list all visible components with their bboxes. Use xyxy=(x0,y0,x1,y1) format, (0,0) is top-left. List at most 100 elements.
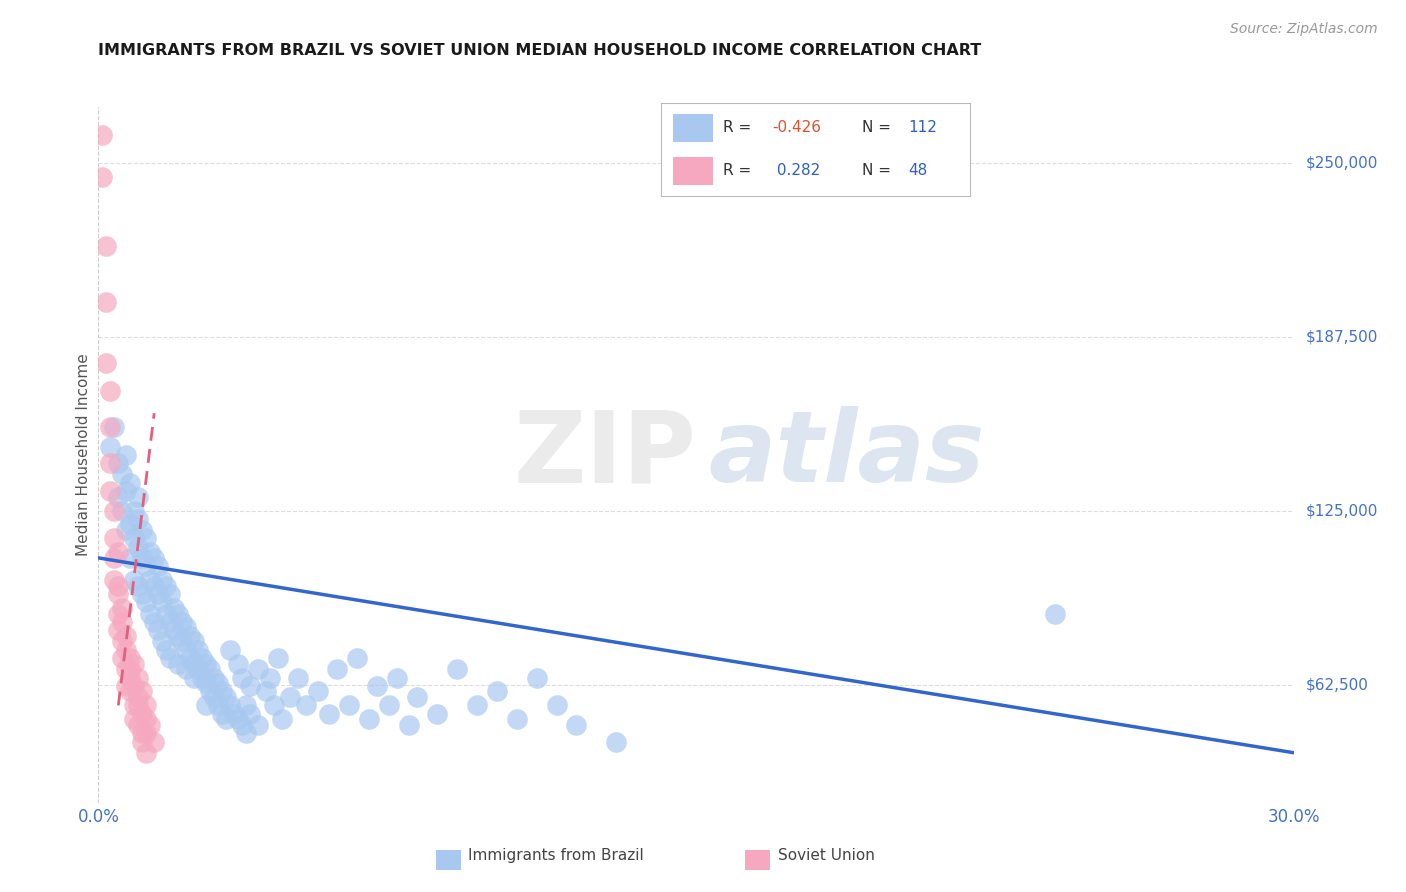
Point xyxy=(159,651,181,665)
Point xyxy=(183,671,205,685)
Point xyxy=(148,559,170,574)
Point xyxy=(127,579,149,593)
Point xyxy=(198,662,221,676)
Text: 48: 48 xyxy=(908,163,928,178)
Point xyxy=(91,169,114,184)
Point xyxy=(131,550,153,565)
Point xyxy=(150,634,173,648)
Point xyxy=(194,698,218,713)
Text: Source: ZipAtlas.com: Source: ZipAtlas.com xyxy=(1230,22,1378,37)
Point xyxy=(98,456,122,470)
Point xyxy=(120,550,142,565)
Point xyxy=(267,651,290,665)
Point xyxy=(1043,607,1066,621)
Point xyxy=(127,690,149,704)
Point xyxy=(385,671,409,685)
Point xyxy=(215,690,238,704)
Point xyxy=(183,634,205,648)
Point xyxy=(318,706,340,721)
Point xyxy=(96,294,118,309)
Text: IMMIGRANTS FROM BRAZIL VS SOVIET UNION MEDIAN HOUSEHOLD INCOME CORRELATION CHART: IMMIGRANTS FROM BRAZIL VS SOVIET UNION M… xyxy=(98,43,981,58)
Point xyxy=(159,587,181,601)
Point xyxy=(127,671,149,685)
Point xyxy=(115,679,138,693)
Point xyxy=(526,671,548,685)
Point xyxy=(127,718,149,732)
Point xyxy=(98,420,122,434)
Point xyxy=(135,698,157,713)
Point xyxy=(202,690,225,704)
Point xyxy=(120,671,142,685)
Point xyxy=(339,698,360,713)
Point xyxy=(115,642,138,657)
Point xyxy=(115,629,138,643)
Point xyxy=(120,475,142,490)
Point xyxy=(446,662,468,676)
Point xyxy=(211,684,233,698)
Point xyxy=(307,684,329,698)
Point xyxy=(174,642,197,657)
Point xyxy=(191,671,214,685)
Point xyxy=(174,620,197,634)
Point xyxy=(270,712,292,726)
Point xyxy=(143,734,166,748)
Point xyxy=(235,698,257,713)
Text: $187,500: $187,500 xyxy=(1305,329,1378,344)
Point xyxy=(127,698,149,713)
Point xyxy=(131,726,153,740)
Point xyxy=(96,356,118,370)
Point xyxy=(231,718,253,732)
Point xyxy=(143,615,166,629)
Text: Immigrants from Brazil: Immigrants from Brazil xyxy=(468,848,644,863)
Point xyxy=(111,503,134,517)
Point xyxy=(207,676,229,690)
Point xyxy=(207,698,229,713)
Text: atlas: atlas xyxy=(709,407,984,503)
Point xyxy=(174,662,197,676)
Point xyxy=(187,662,209,676)
Point xyxy=(107,490,129,504)
Text: 112: 112 xyxy=(908,120,938,136)
Point xyxy=(111,651,134,665)
Point xyxy=(107,456,129,470)
Point xyxy=(172,615,194,629)
Point xyxy=(159,615,181,629)
Point xyxy=(378,698,401,713)
Point xyxy=(465,698,488,713)
Point xyxy=(131,706,153,721)
Point xyxy=(287,671,309,685)
Point xyxy=(107,587,129,601)
Point xyxy=(135,746,157,760)
Point xyxy=(115,662,138,676)
Point xyxy=(222,706,245,721)
Point xyxy=(103,503,125,517)
Point xyxy=(103,532,125,546)
Point xyxy=(167,657,190,671)
Point xyxy=(120,684,142,698)
Point xyxy=(124,657,146,671)
Point xyxy=(163,601,186,615)
Point xyxy=(111,467,134,482)
Point xyxy=(135,559,157,574)
Point xyxy=(187,642,209,657)
Point xyxy=(346,651,368,665)
Point xyxy=(143,579,166,593)
Y-axis label: Median Household Income: Median Household Income xyxy=(76,353,91,557)
Point xyxy=(254,684,277,698)
Point xyxy=(179,629,201,643)
Point xyxy=(103,420,125,434)
Point xyxy=(96,239,118,253)
Point xyxy=(139,718,162,732)
Point xyxy=(198,684,221,698)
Point xyxy=(107,579,129,593)
Point xyxy=(155,579,177,593)
Point xyxy=(139,573,162,587)
Text: 0.282: 0.282 xyxy=(772,163,821,178)
Point xyxy=(506,712,529,726)
Point xyxy=(148,624,170,638)
Point xyxy=(111,634,134,648)
Point xyxy=(235,726,257,740)
Point xyxy=(294,698,316,713)
Text: $125,000: $125,000 xyxy=(1305,503,1378,518)
Point xyxy=(565,718,588,732)
